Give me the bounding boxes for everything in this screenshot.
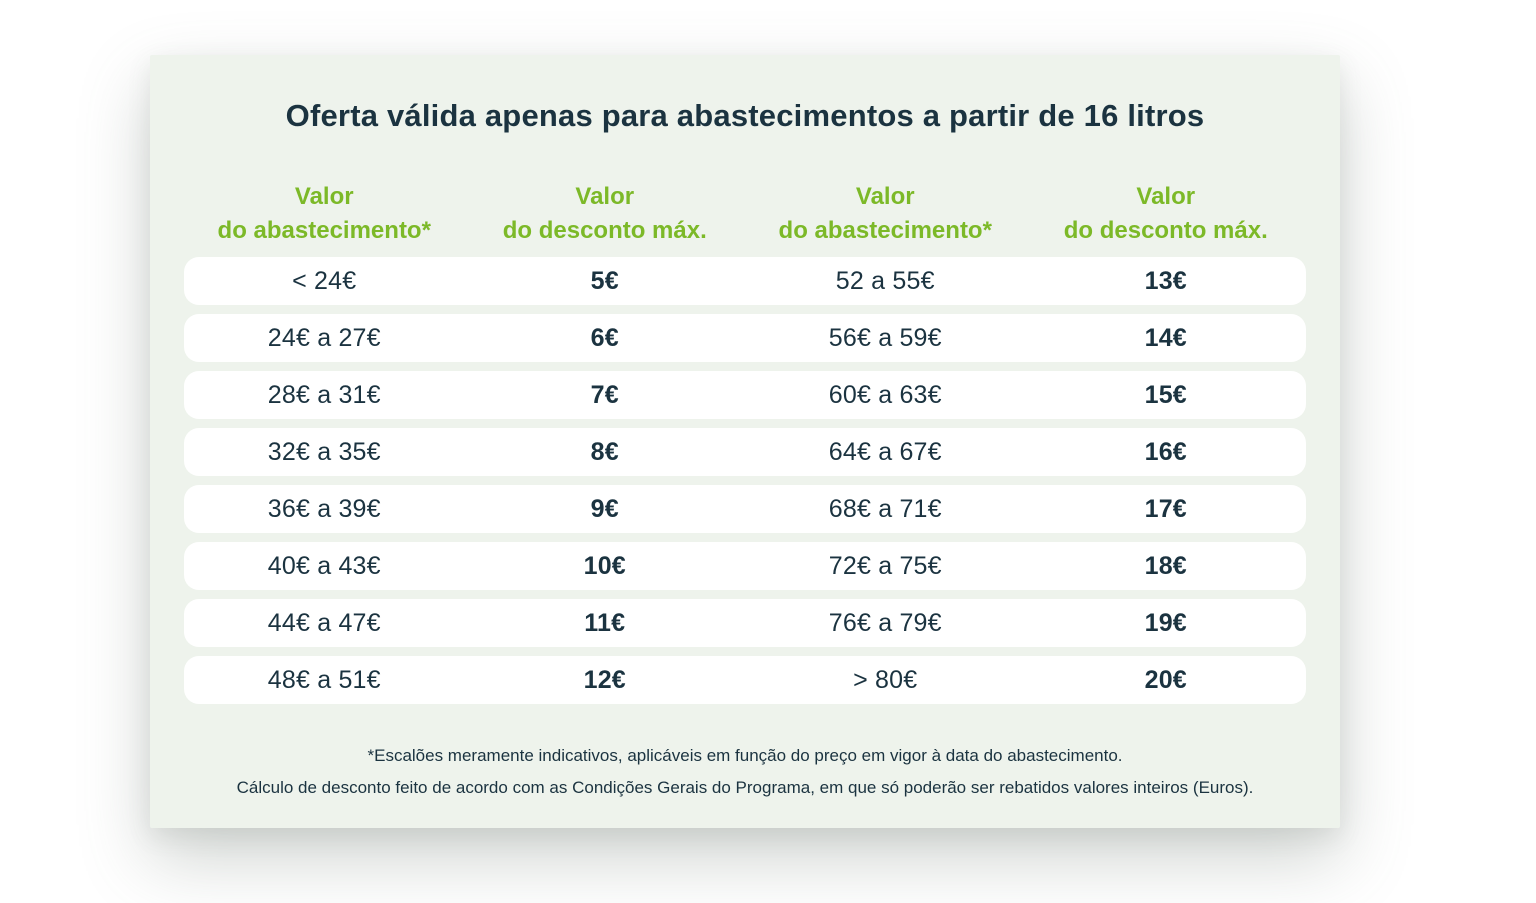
table-row: 40€ a 43€ 10€ 72€ a 75€ 18€ xyxy=(184,542,1306,590)
discount-cell: 20€ xyxy=(1144,665,1187,694)
range-cell: 32€ a 35€ xyxy=(267,437,381,466)
discount-cell: 7€ xyxy=(590,380,619,409)
table-row: 36€ a 39€ 9€ 68€ a 71€ 17€ xyxy=(184,485,1306,533)
discount-cell: 17€ xyxy=(1144,494,1187,523)
range-cell: 36€ a 39€ xyxy=(267,494,381,523)
range-cell: 28€ a 31€ xyxy=(267,380,381,409)
discount-cell: 15€ xyxy=(1144,380,1187,409)
column-header-refuel-value-1: Valor do abastecimento* xyxy=(184,180,465,248)
discount-cell: 19€ xyxy=(1144,608,1187,637)
column-header-line: do desconto máx. xyxy=(502,217,707,244)
table-body: < 24€ 5€ 52 a 55€ 13€ 24€ a 27€ 6€ 56€ a… xyxy=(184,257,1306,704)
table-row: 28€ a 31€ 7€ 60€ a 63€ 15€ xyxy=(184,371,1306,419)
range-cell: > 80€ xyxy=(853,665,918,694)
footnote-1: *Escalões meramente indicativos, aplicáv… xyxy=(367,746,1123,765)
column-header-line: Valor xyxy=(294,183,354,210)
column-header-line: do desconto máx. xyxy=(1063,217,1268,244)
discount-cell: 8€ xyxy=(590,437,619,466)
discount-cell: 9€ xyxy=(590,494,619,523)
discount-cell: 16€ xyxy=(1144,437,1187,466)
discount-cell: 14€ xyxy=(1144,323,1187,352)
discount-cell: 6€ xyxy=(590,323,619,352)
discount-cell: 18€ xyxy=(1144,551,1187,580)
column-header-line: do abastecimento* xyxy=(778,217,992,244)
range-cell: 72€ a 75€ xyxy=(828,551,942,580)
column-header-line: do abastecimento* xyxy=(217,217,431,244)
footnote-2: Cálculo de desconto feito de acordo com … xyxy=(236,778,1254,797)
footnotes: *Escalões meramente indicativos, aplicáv… xyxy=(150,740,1340,804)
table-row: 24€ a 27€ 6€ 56€ a 59€ 14€ xyxy=(184,314,1306,362)
column-header-line: Valor xyxy=(575,183,635,210)
discount-cell: 5€ xyxy=(590,266,619,295)
offer-card: Oferta válida apenas para abastecimentos… xyxy=(150,55,1340,828)
range-cell: 44€ a 47€ xyxy=(267,608,381,637)
range-cell: 60€ a 63€ xyxy=(828,380,942,409)
column-header-refuel-value-2: Valor do abastecimento* xyxy=(745,180,1026,248)
table-header-row: Valor do abastecimento* Valor do descont… xyxy=(184,180,1306,248)
table-row: 44€ a 47€ 11€ 76€ a 79€ 19€ xyxy=(184,599,1306,647)
table-row: 32€ a 35€ 8€ 64€ a 67€ 16€ xyxy=(184,428,1306,476)
discount-cell: 11€ xyxy=(584,608,626,637)
range-cell: 76€ a 79€ xyxy=(828,608,942,637)
range-cell: 48€ a 51€ xyxy=(267,665,381,694)
range-cell: 56€ a 59€ xyxy=(828,323,942,352)
range-cell: 68€ a 71€ xyxy=(828,494,942,523)
column-header-max-discount-1: Valor do desconto máx. xyxy=(465,180,746,248)
column-header-line: Valor xyxy=(1136,183,1196,210)
offer-title: Oferta válida apenas para abastecimentos… xyxy=(285,98,1205,133)
range-cell: < 24€ xyxy=(292,266,357,295)
discount-cell: 12€ xyxy=(583,665,626,694)
range-cell: 40€ a 43€ xyxy=(267,551,381,580)
discount-cell: 13€ xyxy=(1144,266,1187,295)
range-cell: 64€ a 67€ xyxy=(828,437,942,466)
column-header-line: Valor xyxy=(855,183,915,210)
discount-cell: 10€ xyxy=(583,551,626,580)
range-cell: 52 a 55€ xyxy=(835,266,935,295)
range-cell: 24€ a 27€ xyxy=(267,323,381,352)
column-header-max-discount-2: Valor do desconto máx. xyxy=(1026,180,1307,248)
table-row: < 24€ 5€ 52 a 55€ 13€ xyxy=(184,257,1306,305)
discount-table: Valor do abastecimento* Valor do descont… xyxy=(184,180,1306,704)
table-row: 48€ a 51€ 12€ > 80€ 20€ xyxy=(184,656,1306,704)
